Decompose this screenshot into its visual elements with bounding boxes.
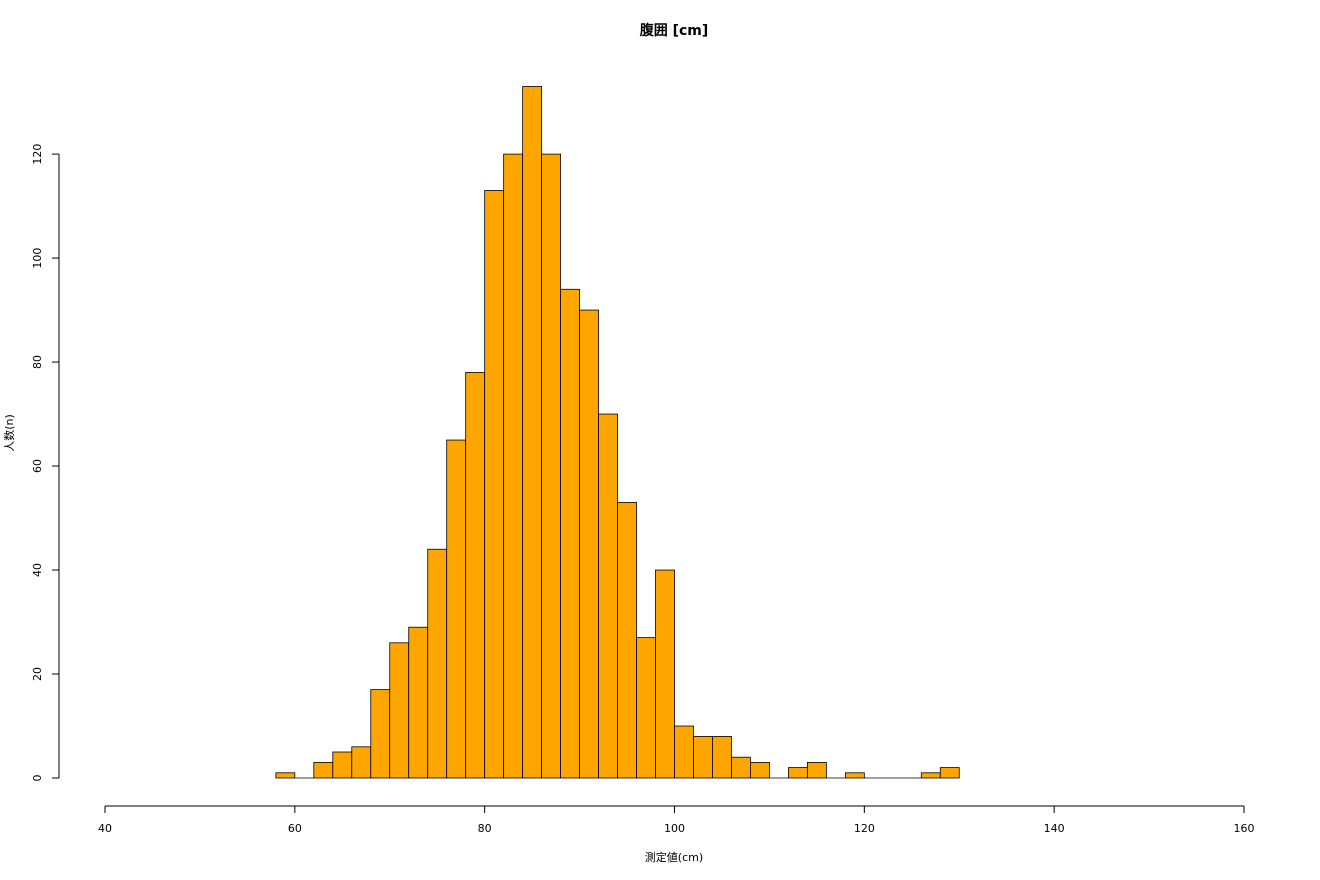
- histogram-bar: [806, 762, 827, 779]
- histogram-bar: [750, 762, 770, 779]
- x-tick-label: 100: [664, 822, 685, 835]
- x-tick-label: 120: [854, 822, 875, 835]
- histogram-bar: [636, 637, 656, 779]
- histogram-bar: [370, 689, 391, 779]
- y-tick-label: 20: [31, 667, 44, 681]
- histogram-bar: [446, 439, 467, 779]
- histogram-bar: [503, 153, 524, 779]
- histogram-bar: [731, 756, 751, 779]
- histogram-bar: [712, 736, 732, 779]
- histogram-bar: [617, 502, 637, 779]
- y-tick-label: 120: [31, 144, 44, 165]
- histogram-bar: [844, 772, 865, 779]
- histogram-bar: [275, 772, 296, 779]
- x-axis: 40 60 80 100 120 140 160: [98, 805, 1255, 835]
- y-tick-label: 100: [31, 248, 44, 269]
- y-axis: 0 20 40 60 80 100 120: [31, 144, 60, 782]
- histogram-bar: [560, 288, 580, 779]
- histogram-bar: [484, 190, 505, 779]
- chart-title: 腹囲 [cm]: [640, 22, 709, 39]
- histogram-bar: [332, 751, 353, 779]
- histogram-bar: [674, 725, 694, 779]
- histogram-bar: [541, 153, 561, 779]
- histogram-bars: [275, 86, 960, 779]
- y-tick-label: 40: [31, 563, 44, 577]
- histogram-bar: [598, 413, 618, 779]
- histogram-bar: [788, 767, 808, 779]
- x-tick-label: 40: [98, 822, 112, 835]
- histogram-bar: [693, 736, 713, 779]
- x-tick-label: 60: [288, 822, 302, 835]
- histogram-bar: [465, 372, 486, 779]
- x-tick-label: 140: [1044, 822, 1065, 835]
- histogram-bar: [389, 642, 410, 779]
- y-axis-label: 人数(n): [3, 414, 16, 452]
- x-tick-label: 80: [478, 822, 492, 835]
- histogram-bar: [408, 626, 429, 779]
- histogram-bar: [579, 309, 599, 779]
- y-tick-label: 60: [31, 459, 44, 473]
- x-tick-label: 160: [1234, 822, 1255, 835]
- y-tick-label: 0: [31, 775, 44, 782]
- x-axis-label: 測定値(cm): [645, 850, 703, 864]
- histogram-bar: [522, 86, 543, 779]
- histogram-bar: [655, 569, 675, 779]
- histogram-bar: [920, 772, 941, 779]
- y-tick-label: 80: [31, 355, 44, 369]
- histogram-bar: [351, 746, 372, 779]
- histogram-bar: [427, 548, 448, 779]
- histogram-bar: [313, 762, 334, 779]
- histogram-bar: [939, 767, 960, 779]
